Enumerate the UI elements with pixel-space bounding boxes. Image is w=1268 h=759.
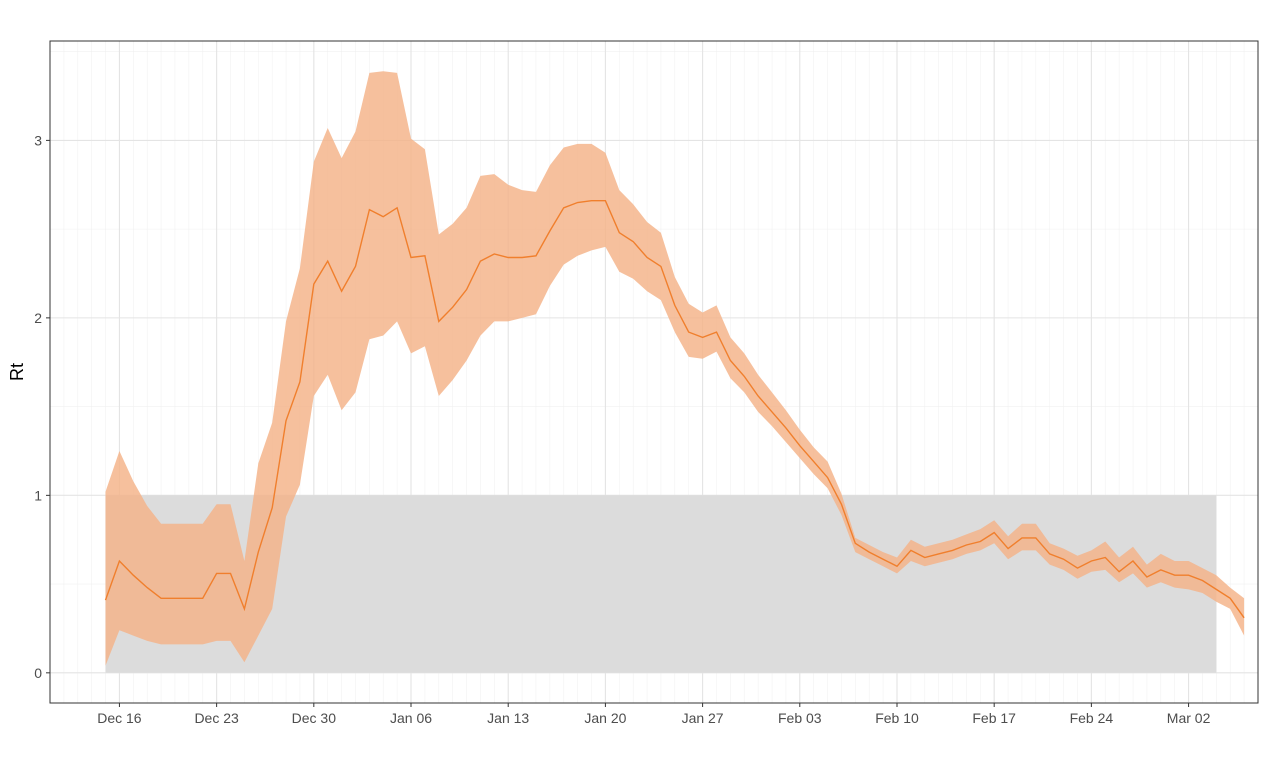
x-tick-label: Feb 10 xyxy=(875,710,919,726)
plot-border xyxy=(49,40,1259,704)
x-axis: Dec 16 Dec 23 Dec 30 Jan 06 Jan 13 Jan 20 Jan … xyxy=(97,703,1211,726)
x-tick-label: Jan 13 xyxy=(487,710,529,726)
y-tick-label: 0 xyxy=(34,665,42,681)
x-tick-label: Jan 20 xyxy=(584,710,626,726)
rt-mean-line xyxy=(104,200,1245,619)
x-tick-label: Feb 17 xyxy=(972,710,1016,726)
x-tick-label: Mar 02 xyxy=(1167,710,1211,726)
y-tick-label: 2 xyxy=(34,310,42,326)
x-tick-label: Dec 30 xyxy=(292,710,337,726)
x-tick-label: Feb 03 xyxy=(778,710,822,726)
x-tick-label: Jan 06 xyxy=(390,710,432,726)
x-tick-label: Feb 24 xyxy=(1070,710,1114,726)
y-axis-title: Rt xyxy=(7,363,27,381)
y-axis: 0 1 2 3 xyxy=(34,132,50,681)
x-tick-label: Dec 16 xyxy=(97,710,142,726)
confidence-ribbon xyxy=(105,71,1245,666)
y-tick-label: 1 xyxy=(34,487,42,503)
x-tick-label: Jan 27 xyxy=(682,710,724,726)
y-tick-label: 3 xyxy=(34,132,42,148)
x-tick-label: Dec 23 xyxy=(194,710,239,726)
